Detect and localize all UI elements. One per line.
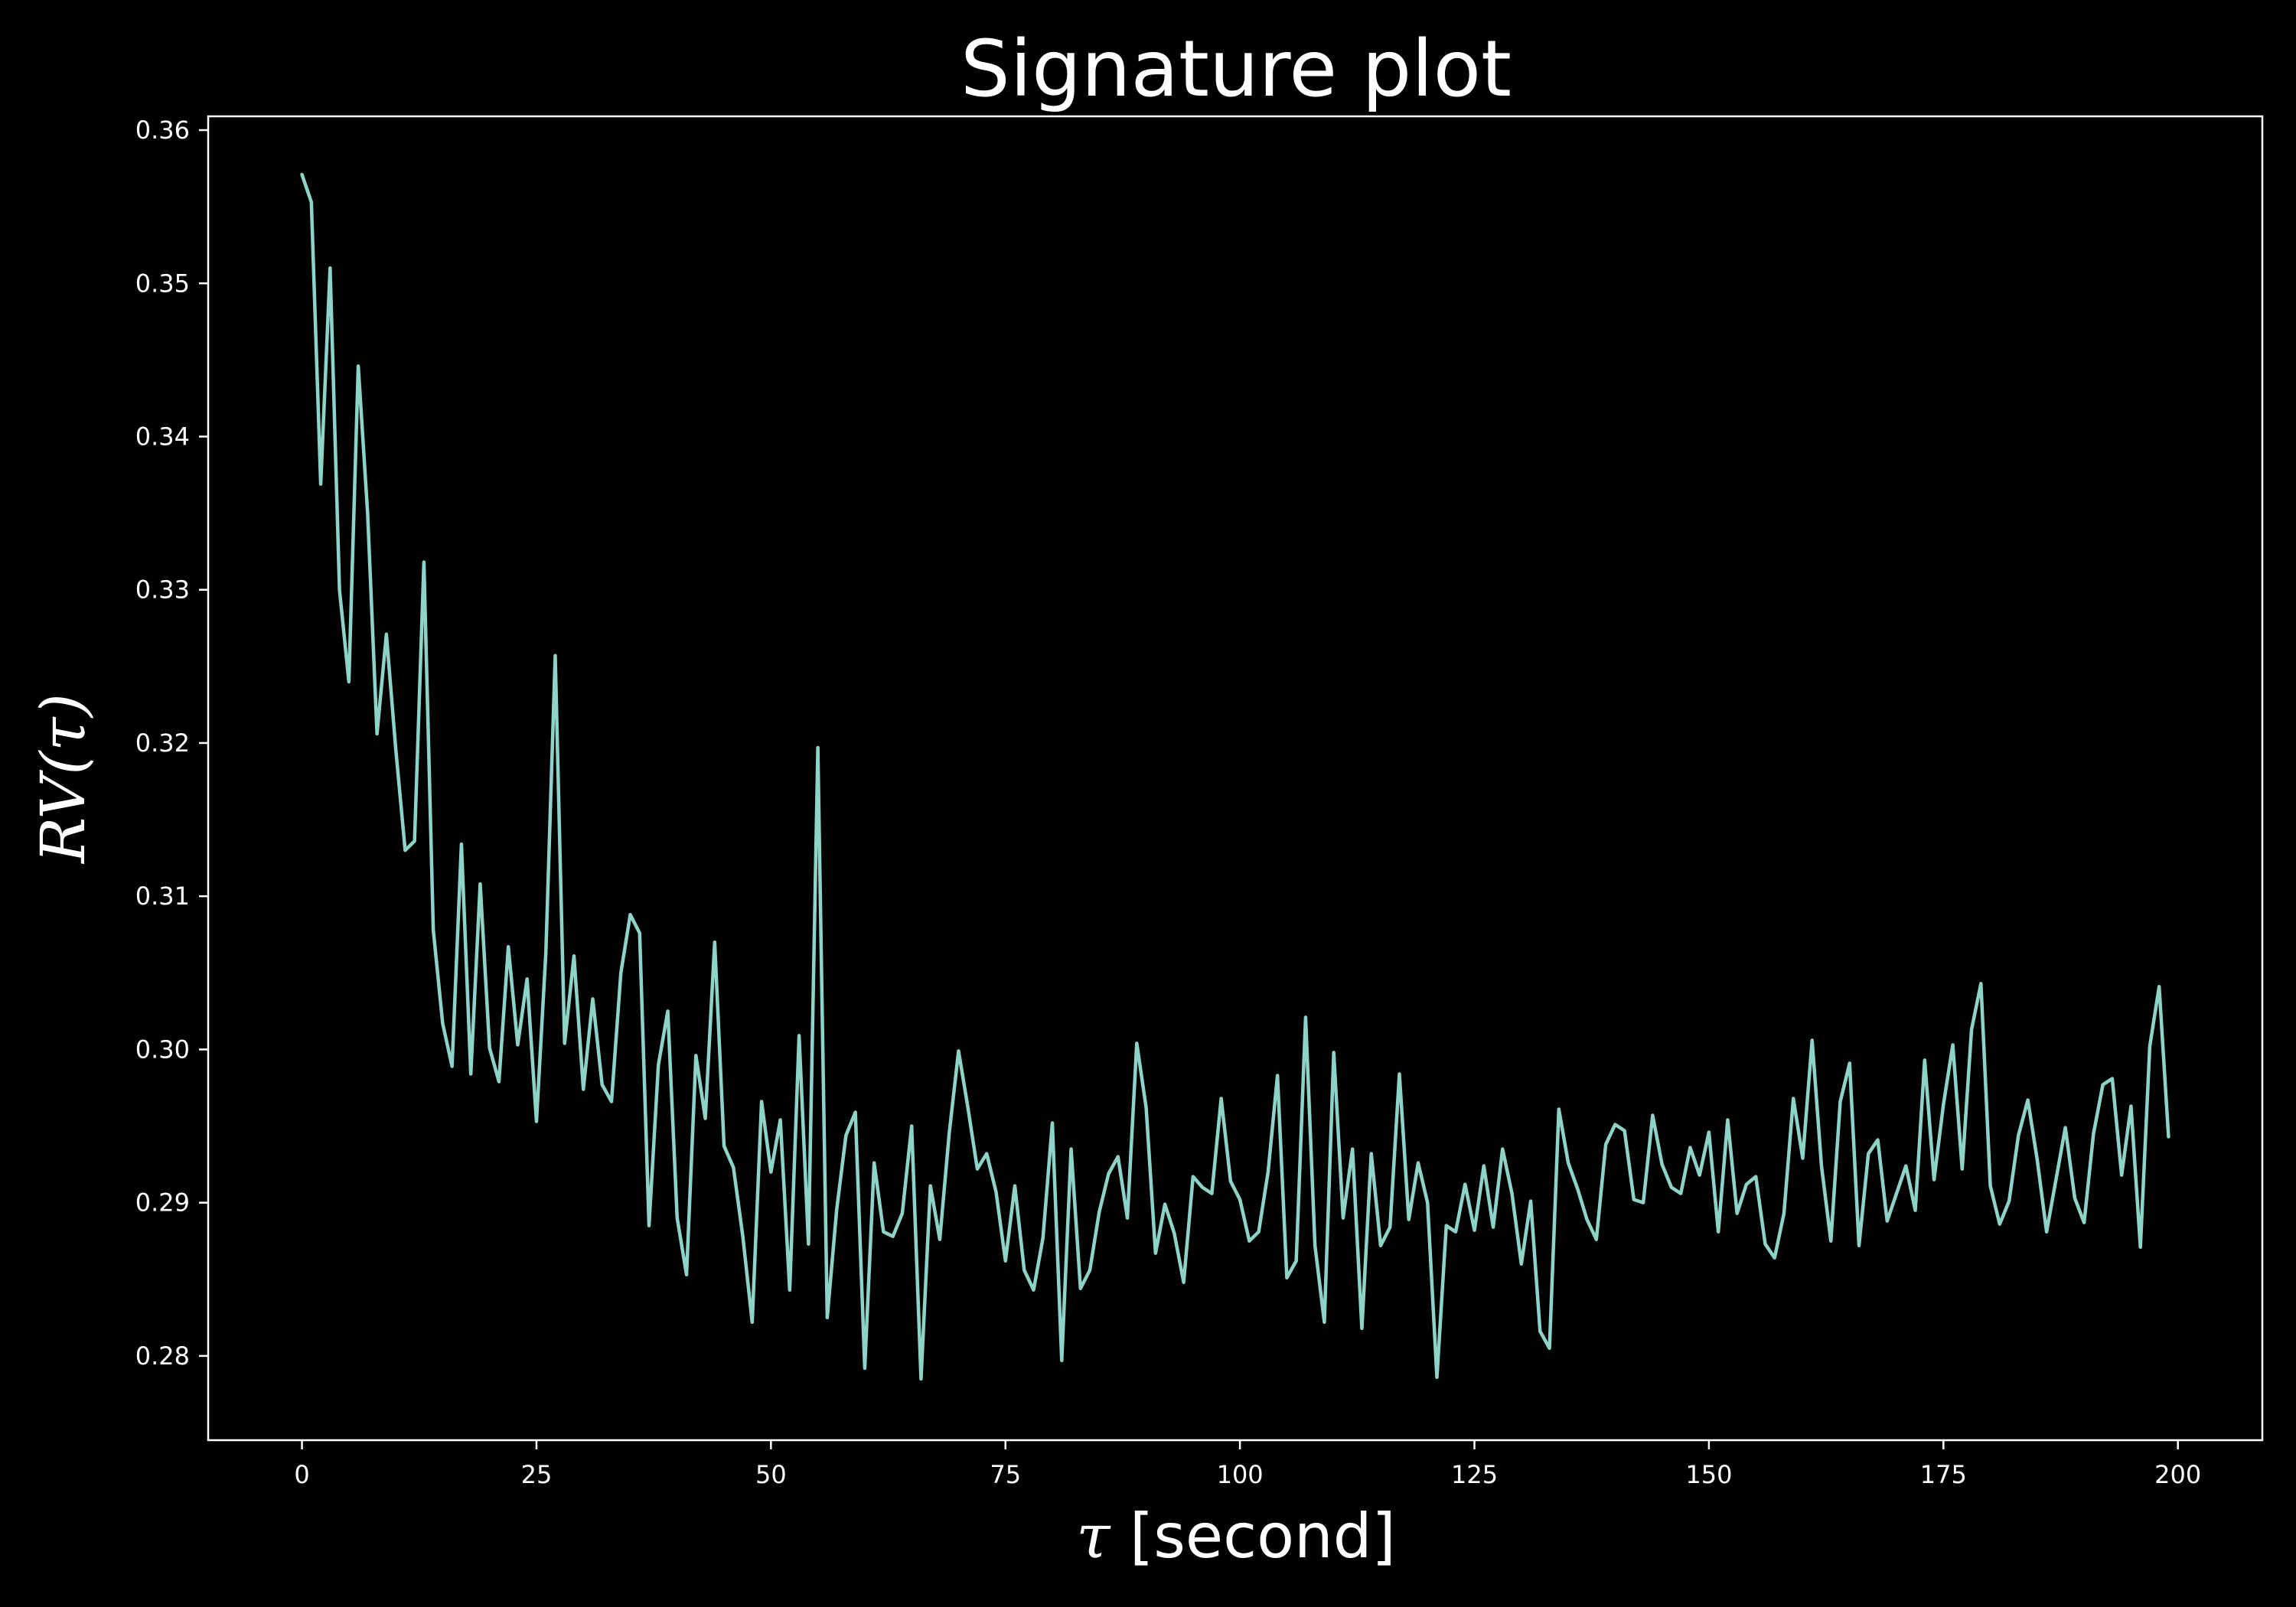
y-tick-label: 0.35 (135, 269, 190, 298)
y-tick-label: 0.28 (135, 1341, 190, 1371)
x-axis-label: τ [second] (1076, 1501, 1395, 1572)
x-tick-label: 125 (1451, 1460, 1498, 1489)
rv-series-line (300, 172, 2170, 1381)
x-tick-label: 75 (990, 1460, 1021, 1489)
x-tick-label: 175 (1920, 1460, 1967, 1489)
x-tick-label: 50 (755, 1460, 787, 1489)
y-axis-ticks: 0.28 0.29 0.30 0.31 0.32 0.33 0.34 0.35 0.36 (135, 116, 208, 1371)
x-axis-ticks: 0 25 50 75 100 125 150 175 200 (294, 1440, 2201, 1489)
y-tick-label: 0.29 (135, 1188, 190, 1217)
x-tick-label: 150 (1685, 1460, 1732, 1489)
y-axis-label-symbol: τ (28, 716, 99, 751)
rv-series-points (302, 174, 2169, 1380)
y-axis-label-suffix: ) (28, 693, 99, 719)
y-tick-label: 0.30 (135, 1035, 190, 1064)
x-tick-label: 200 (2154, 1460, 2201, 1489)
x-tick-label: 25 (521, 1460, 553, 1489)
y-tick-label: 0.34 (135, 422, 190, 451)
y-tick-label: 0.36 (135, 116, 190, 145)
y-axis-label-prefix: RV( (28, 750, 99, 865)
x-tick-label: 100 (1217, 1460, 1264, 1489)
plot-area-frame (207, 115, 2264, 1442)
y-tick-label: 0.31 (135, 882, 190, 911)
x-tick-label: 0 (294, 1460, 309, 1489)
x-axis-label-symbol: τ (1076, 1501, 1111, 1572)
y-axis-label: RV(τ) (28, 693, 99, 865)
chart-title: Signature plot (960, 24, 1512, 115)
x-axis-label-unit: [second] (1110, 1501, 1396, 1572)
y-tick-label: 0.32 (135, 729, 190, 758)
y-tick-label: 0.33 (135, 575, 190, 605)
